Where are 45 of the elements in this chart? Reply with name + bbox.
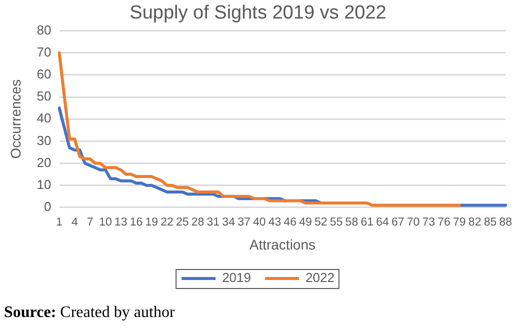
x-tick-label: 34 xyxy=(222,216,236,228)
y-tick-label: 40 xyxy=(36,110,52,126)
x-tick-label: 52 xyxy=(314,216,328,228)
y-tick-label: 50 xyxy=(36,88,52,104)
y-tick-label: 30 xyxy=(36,132,52,148)
y-tick-label: 20 xyxy=(36,154,52,170)
y-axis-title: Occurrences xyxy=(7,79,24,159)
x-tick-label: 49 xyxy=(299,216,312,228)
x-tick-label: 16 xyxy=(130,216,143,228)
chart-title: Supply of Sights 2019 vs 2022 xyxy=(130,2,386,24)
x-tick-label: 76 xyxy=(438,216,450,228)
x-tick-label: 85 xyxy=(484,216,497,228)
x-tick-label: 79 xyxy=(453,216,466,228)
x-tick-label: 82 xyxy=(468,216,482,228)
x-axis-title: Attractions xyxy=(249,236,316,252)
y-tick-label: 0 xyxy=(44,198,52,214)
x-tick-label: 4 xyxy=(71,216,78,228)
legend-label: 2022 xyxy=(306,270,334,286)
x-tick-label: 61 xyxy=(360,216,374,228)
x-tick-label: 46 xyxy=(284,216,297,228)
y-tick-label: 10 xyxy=(36,176,52,192)
x-tick-label: 10 xyxy=(99,216,112,228)
x-tick-label: 19 xyxy=(145,216,158,228)
x-tick-label: 58 xyxy=(345,216,358,228)
x-tick-label: 31 xyxy=(206,216,220,228)
legend-label: 2019 xyxy=(222,270,251,286)
x-tick-label: 28 xyxy=(191,216,204,228)
x-tick-label: 64 xyxy=(376,216,390,228)
x-tick-label: 13 xyxy=(114,216,128,228)
x-tick-label: 37 xyxy=(238,216,250,228)
x-tick-label: 25 xyxy=(176,216,189,228)
source-note: Source: Created by author xyxy=(4,304,175,322)
y-tick-label: 80 xyxy=(36,22,52,38)
x-tick-label: 22 xyxy=(160,216,174,228)
y-tick-label: 60 xyxy=(36,66,52,82)
y-tick-label: 70 xyxy=(36,44,52,60)
x-tick-label: 1 xyxy=(56,216,62,228)
x-tick-label: 88 xyxy=(499,216,512,228)
x-tick-label: 7 xyxy=(86,216,94,228)
x-tick-label: 43 xyxy=(268,216,282,228)
x-tick-label: 55 xyxy=(330,216,343,228)
x-tick-label: 73 xyxy=(422,216,436,228)
x-tick-label: 40 xyxy=(252,216,266,228)
x-tick-label: 67 xyxy=(391,216,404,228)
x-tick-label: 70 xyxy=(406,216,420,228)
